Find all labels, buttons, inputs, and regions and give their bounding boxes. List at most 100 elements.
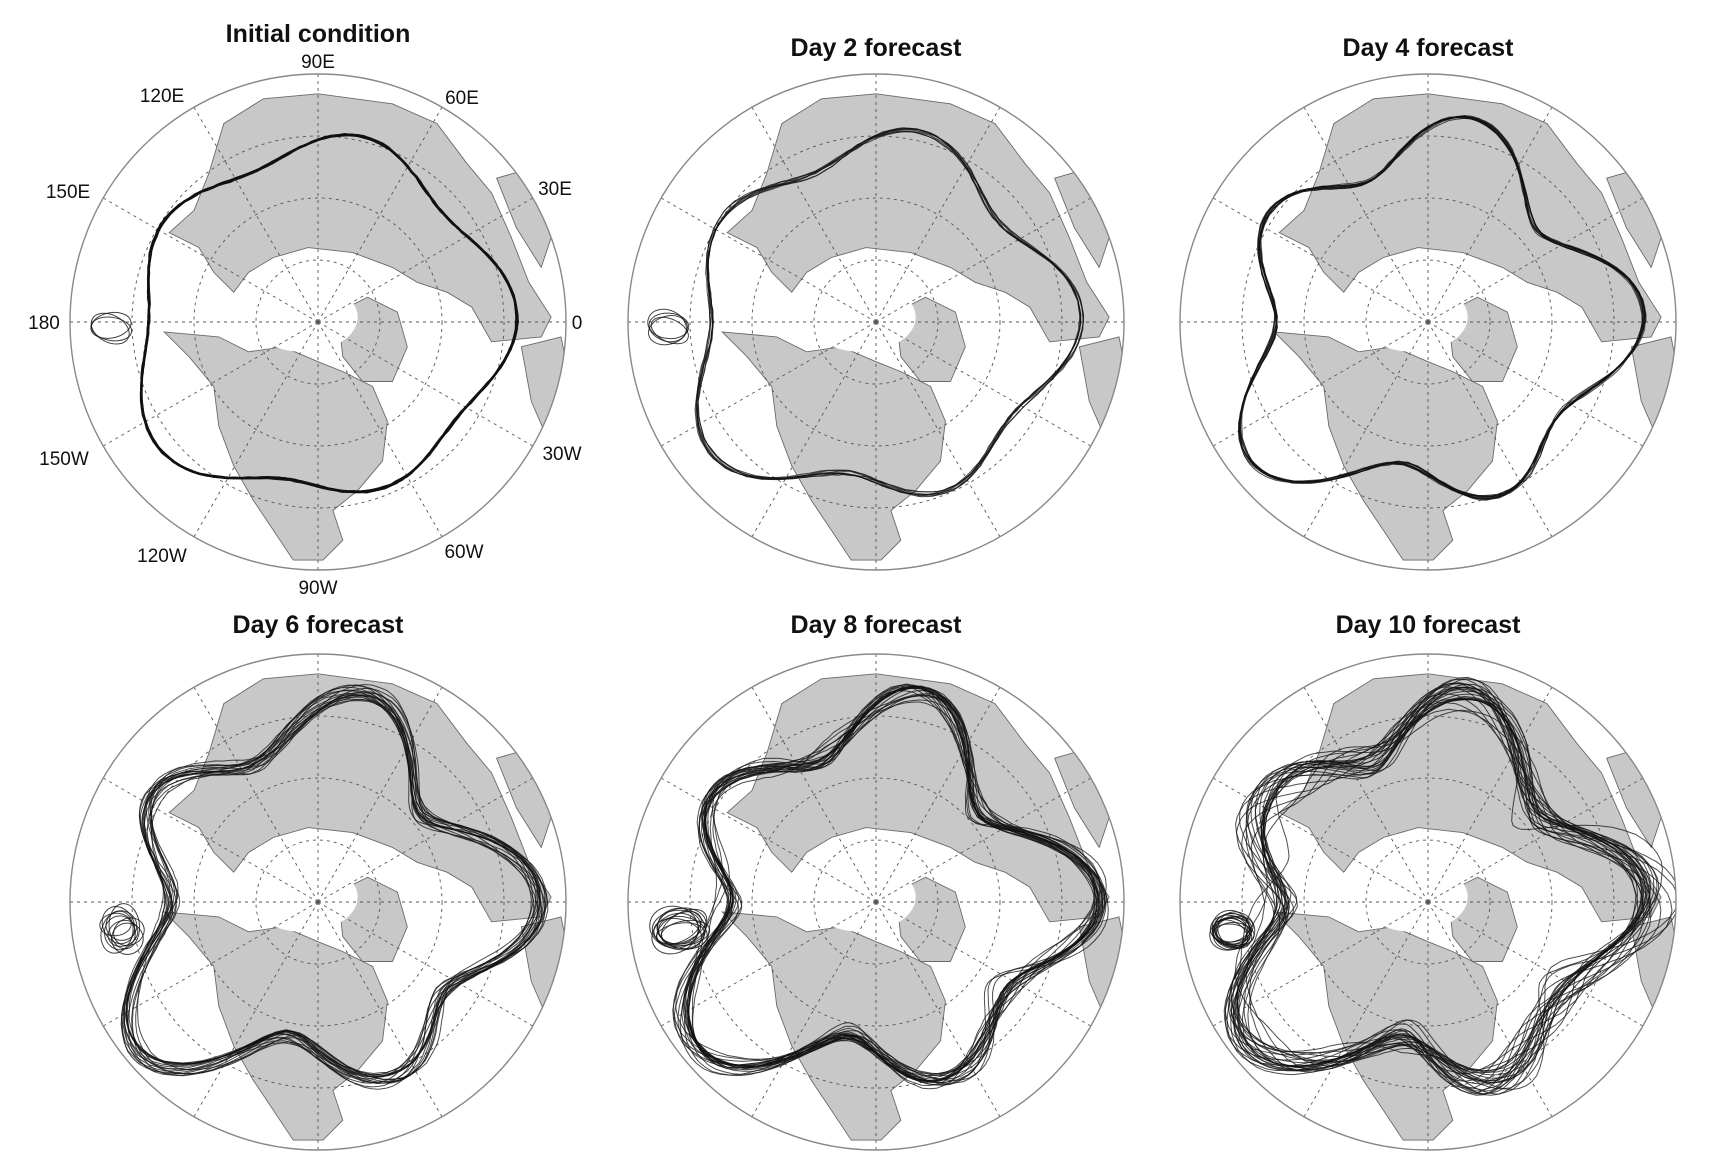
map-panel-day-10: Day 10 forecast: [1179, 611, 1677, 1151]
land-mass: [726, 93, 1110, 343]
cutoff-low-contour: [1213, 913, 1253, 945]
land-mass: [721, 911, 946, 1141]
ensemble-member-contour: [125, 692, 548, 1090]
map-panel-day-4: Day 4 forecast: [1179, 34, 1677, 571]
jet-contours: [1237, 114, 1647, 501]
longitude-label-90w: 90W: [298, 578, 337, 599]
ensemble-member-contour: [696, 127, 1085, 496]
longitude-label-120e: 120E: [140, 86, 184, 107]
panel-title: Day 10 forecast: [1336, 611, 1522, 639]
ensemble-member-contour: [1224, 686, 1651, 1091]
panel-title: Initial condition: [226, 20, 411, 48]
panel-title: Day 2 forecast: [791, 34, 963, 62]
map-boundary: [69, 73, 567, 571]
land-mass: [1278, 93, 1662, 343]
graticule: [70, 74, 566, 570]
latitude-circle: [1241, 715, 1615, 1089]
cutoff-low-contour: [103, 915, 136, 951]
jet-contours: [90, 132, 520, 494]
land-mass: [168, 93, 552, 343]
latitude-circle: [255, 259, 381, 385]
ensemble-member-contour: [135, 687, 546, 1076]
graticule: [1180, 654, 1676, 1150]
latitude-circle: [193, 777, 443, 1027]
cutoff-low-contour: [1212, 916, 1252, 951]
ensemble-member-contour: [123, 695, 538, 1081]
land-mass: [163, 911, 388, 1141]
ensemble-member-contour: [1230, 709, 1643, 1090]
longitude-label-180: 180: [28, 313, 60, 334]
cutoff-low-contour: [647, 308, 687, 343]
map-panel-day-6: Day 6 forecast: [69, 611, 567, 1151]
land-mass: [163, 331, 388, 561]
longitude-label-90e: 90E: [301, 52, 335, 73]
longitude-label-150w: 150W: [39, 449, 89, 470]
latitude-circle: [193, 197, 443, 447]
land-masses: [1273, 673, 1676, 1141]
arctic-ocean: [1358, 282, 1468, 352]
ensemble-member-contour: [1241, 117, 1647, 499]
land-masses: [721, 93, 1124, 561]
latitude-circle: [1365, 839, 1491, 965]
longitude-label-30w: 30W: [542, 444, 581, 465]
latitude-circle: [751, 197, 1001, 447]
latitude-circle: [1241, 135, 1615, 509]
arctic-ocean: [248, 282, 358, 352]
cutoff-low-contour: [105, 910, 138, 941]
graticule: [1180, 74, 1676, 570]
jet-contours: [647, 127, 1085, 498]
latitude-circle: [131, 135, 505, 509]
cutoff-low-contour: [100, 910, 134, 954]
cutoff-low-contour: [651, 912, 699, 955]
arctic-ocean: [248, 862, 358, 932]
longitude-labels: 90E 60E 30E 0 30W 60W 90W 120W 150W 180 …: [28, 52, 582, 599]
panel-title: Day 4 forecast: [1343, 34, 1515, 62]
land-mass: [726, 673, 1110, 923]
longitude-label-60w: 60W: [444, 542, 483, 563]
cutoff-low-contour: [101, 906, 136, 945]
land-mass: [168, 673, 552, 923]
map-content: [628, 74, 1124, 570]
map-panel-day-8: Day 8 forecast: [627, 611, 1125, 1151]
panel-title: Day 6 forecast: [233, 611, 405, 639]
land-masses: [1273, 93, 1676, 561]
latitude-circle: [1303, 777, 1553, 1027]
map-content: [1180, 74, 1676, 570]
arctic-ocean: [806, 282, 916, 352]
ensemble-member-contour: [672, 684, 1096, 1083]
map-boundary: [1179, 73, 1677, 571]
cutoff-low-contour: [649, 905, 699, 949]
arctic-ocean: [1358, 862, 1468, 932]
ensemble-member-contour: [1223, 693, 1648, 1095]
ensemble-member-contour: [673, 686, 1095, 1087]
longitude-label-30e: 30E: [538, 179, 572, 200]
cutoff-low-contour: [90, 312, 130, 345]
map-content: [628, 654, 1124, 1150]
jet-contours: [1209, 676, 1676, 1096]
ensemble-member-contour: [1234, 683, 1676, 1092]
longitude-label-150e: 150E: [46, 182, 90, 203]
longitude-label-60e: 60E: [445, 88, 479, 109]
map-panel-initial-condition: Initial condition 90E 60E 30E 0 30W 60W …: [28, 20, 582, 599]
ensemble-member-contour: [1245, 687, 1676, 1095]
ensemble-member-contour: [1238, 115, 1644, 498]
jet-contours: [99, 683, 549, 1090]
latitude-circle: [751, 777, 1001, 1027]
ensemble-member-contour: [1245, 687, 1652, 1074]
jet-contours: [649, 683, 1109, 1090]
ensemble-member-contour: [677, 690, 1099, 1090]
ensemble-member-contour: [682, 687, 1102, 1081]
ensemble-member-contour: [1236, 698, 1663, 1091]
map-boundary: [1179, 653, 1677, 1151]
ensemble-member-contour: [137, 683, 549, 1075]
latitude-circle: [813, 259, 939, 385]
map-boundary: [627, 653, 1125, 1151]
cutoff-low-contour: [658, 915, 708, 950]
graticule: [70, 654, 566, 1150]
land-masses: [721, 673, 1124, 1141]
map-panel-day-2: Day 2 forecast: [627, 34, 1125, 571]
longitude-label-0: 0: [572, 313, 583, 334]
cutoff-low-contour: [1216, 922, 1255, 946]
arctic-ocean: [806, 862, 916, 932]
